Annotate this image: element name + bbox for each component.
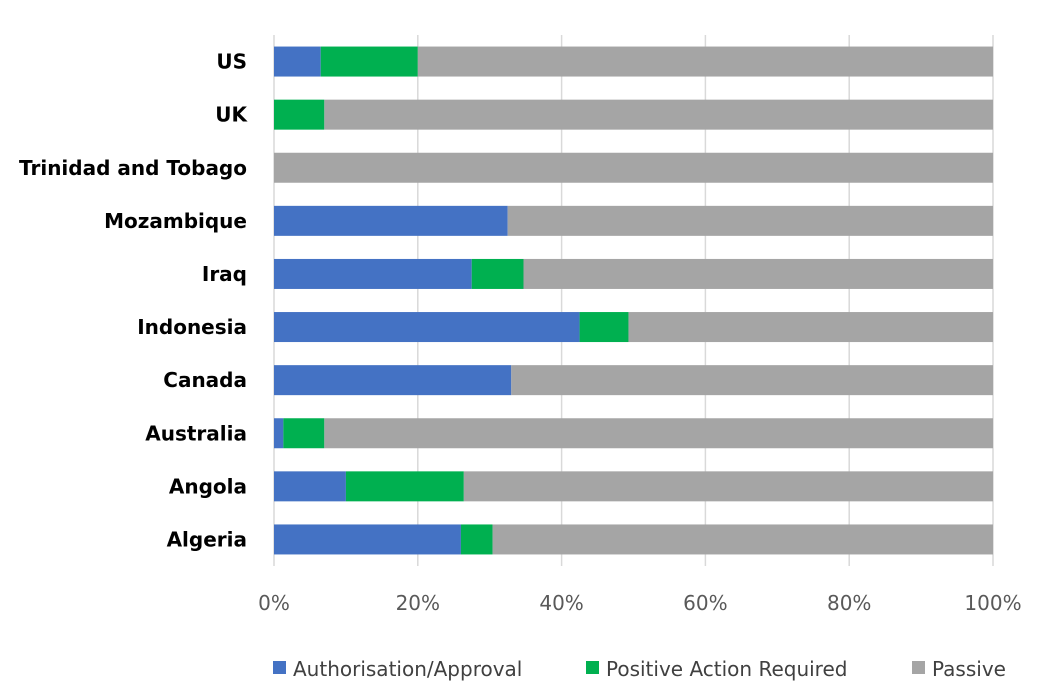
category-label: Algeria <box>167 527 247 551</box>
x-tick-label: 80% <box>827 591 871 615</box>
category-label: Trinidad and Tobago <box>19 156 247 180</box>
bar-segment <box>274 471 346 502</box>
bar-segment <box>492 524 993 555</box>
category-label: UK <box>215 103 248 127</box>
category-label: Angola <box>169 474 247 498</box>
legend-swatch <box>273 661 286 674</box>
category-label: Indonesia <box>137 315 247 339</box>
bar-segment <box>274 205 508 236</box>
bar-segment <box>320 46 418 77</box>
bar-segment <box>324 99 994 130</box>
legend: Authorisation/Approval Positive Action Re… <box>273 657 1006 681</box>
category-label: Mozambique <box>104 209 247 233</box>
legend-swatch <box>586 661 599 674</box>
x-tick-label: 20% <box>396 591 440 615</box>
bar-segment <box>523 258 993 289</box>
legend-label: Authorisation/Approval <box>293 657 522 681</box>
bar-segment <box>471 258 524 289</box>
category-label: Australia <box>145 421 247 445</box>
bar-segment <box>463 471 993 502</box>
legend-swatch <box>912 661 925 674</box>
legend-label: Positive Action Required <box>606 657 847 681</box>
bar-segment <box>274 524 461 555</box>
bar-segment <box>507 205 993 236</box>
bars <box>274 46 994 555</box>
x-tick-label: 0% <box>258 591 290 615</box>
bar-segment <box>324 418 994 449</box>
category-label: Canada <box>163 368 247 392</box>
bar-segment <box>417 46 993 77</box>
bar-segment <box>274 46 321 77</box>
x-tick-label: 40% <box>539 591 583 615</box>
bar-segment <box>283 418 325 449</box>
bar-segment <box>274 365 512 396</box>
legend-label: Passive <box>932 657 1006 681</box>
bar-segment <box>460 524 493 555</box>
bar-segment <box>511 365 993 396</box>
bar-segment <box>274 418 284 449</box>
x-tick-label: 60% <box>683 591 727 615</box>
category-label: Iraq <box>202 262 247 286</box>
bar-segment <box>274 152 993 183</box>
x-tick-labels: 0% 20% 40% 60% 80% 100% <box>258 591 1021 615</box>
bar-segment <box>274 258 472 289</box>
category-labels: US UK Trinidad and Tobago Mozambique Iraq Ind… <box>19 50 248 552</box>
bar-segment <box>579 312 629 343</box>
bar-segment <box>274 99 325 130</box>
bar-segment <box>628 312 993 343</box>
bar-segment <box>274 312 580 343</box>
bar-segment <box>345 471 464 502</box>
x-tick-label: 100% <box>964 591 1021 615</box>
category-label: US <box>216 50 247 74</box>
